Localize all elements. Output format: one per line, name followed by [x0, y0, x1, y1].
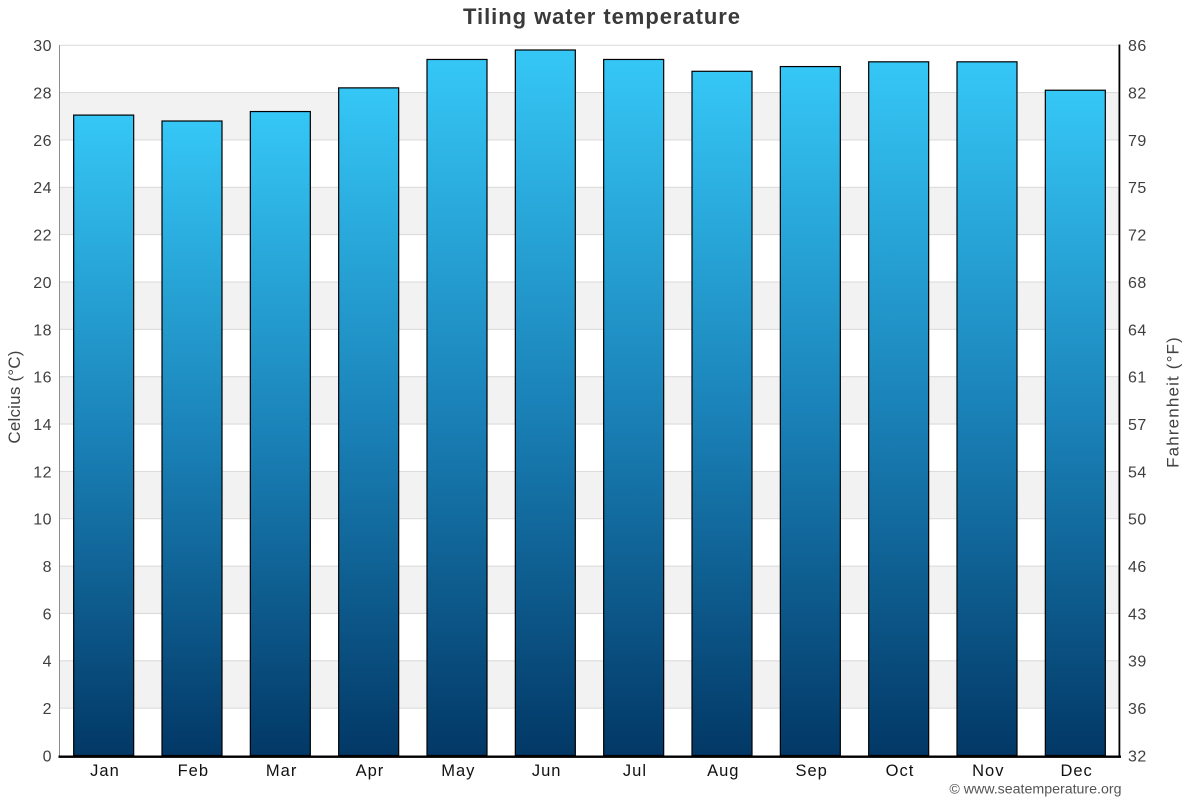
svg-text:Apr: Apr [356, 762, 385, 780]
svg-text:Oct: Oct [886, 762, 915, 780]
svg-text:82: 82 [1128, 86, 1147, 103]
svg-text:39: 39 [1128, 654, 1147, 671]
svg-text:4: 4 [43, 654, 52, 671]
svg-text:8: 8 [43, 559, 52, 576]
svg-text:32: 32 [1128, 748, 1147, 765]
svg-text:64: 64 [1128, 322, 1147, 339]
svg-text:10: 10 [33, 512, 52, 529]
svg-text:50: 50 [1128, 512, 1147, 529]
svg-text:Jan: Jan [90, 762, 120, 780]
svg-text:16: 16 [33, 370, 52, 387]
svg-text:75: 75 [1128, 180, 1147, 197]
svg-text:Jul: Jul [623, 762, 647, 780]
svg-text:Fahrenheit (°F): Fahrenheit (°F) [1164, 336, 1183, 468]
svg-text:20: 20 [33, 275, 52, 292]
svg-text:Celcius (°C): Celcius (°C) [5, 350, 24, 443]
svg-text:2: 2 [43, 701, 52, 718]
svg-text:36: 36 [1128, 701, 1147, 718]
svg-text:Feb: Feb [178, 762, 209, 780]
svg-text:57: 57 [1128, 417, 1147, 434]
svg-text:79: 79 [1128, 133, 1147, 150]
svg-text:26: 26 [33, 133, 52, 150]
svg-text:43: 43 [1128, 606, 1147, 623]
svg-text:24: 24 [33, 180, 52, 197]
svg-text:Mar: Mar [266, 762, 297, 780]
svg-text:22: 22 [33, 228, 52, 245]
svg-text:18: 18 [33, 322, 52, 339]
svg-text:6: 6 [43, 606, 52, 623]
svg-text:12: 12 [33, 464, 52, 481]
svg-text:Sep: Sep [795, 762, 827, 780]
svg-text:14: 14 [33, 417, 52, 434]
svg-text:68: 68 [1128, 275, 1147, 292]
svg-text:30: 30 [33, 38, 52, 55]
svg-text:Jun: Jun [532, 762, 562, 780]
svg-text:54: 54 [1128, 464, 1147, 481]
svg-text:May: May [441, 762, 475, 780]
svg-text:0: 0 [43, 748, 52, 765]
svg-text:Aug: Aug [707, 762, 739, 780]
svg-text:Dec: Dec [1060, 762, 1092, 780]
svg-text:72: 72 [1128, 228, 1147, 245]
svg-text:28: 28 [33, 86, 52, 103]
svg-text:61: 61 [1128, 370, 1147, 387]
svg-text:86: 86 [1128, 38, 1147, 55]
svg-text:46: 46 [1128, 559, 1147, 576]
svg-text:Tiling water temperature: Tiling water temperature [463, 4, 741, 29]
svg-text:Nov: Nov [972, 762, 1004, 780]
svg-text:© www.seatemperature.org: © www.seatemperature.org [949, 782, 1121, 798]
